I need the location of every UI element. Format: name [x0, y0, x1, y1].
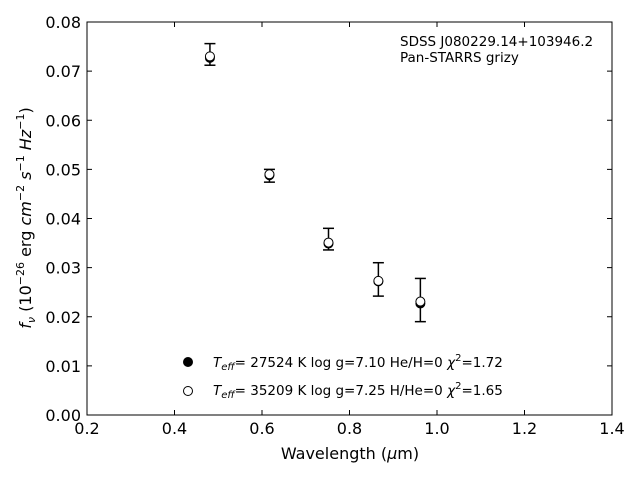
- x-tick-label: 1.4: [599, 419, 624, 438]
- y-tick-label: 0.08: [45, 13, 81, 32]
- y-tick-label: 0.05: [45, 160, 81, 179]
- x-tick-label: 1.2: [512, 419, 537, 438]
- model-point-open: [415, 296, 426, 307]
- y-tick-label: 0.00: [45, 406, 81, 425]
- y-tick-label: 0.07: [45, 62, 81, 81]
- x-axis-title: Wavelength (μm): [281, 444, 419, 463]
- y-tick-label: 0.01: [45, 357, 81, 376]
- axis-ticks: 0.2 0.4 0.6 0.8 1.0 1.2 1.4 0.00 0.01 0.02 0.03 0.0…: [45, 13, 624, 438]
- legend-marker-filled: [183, 357, 193, 367]
- y-tick-label: 0.03: [45, 259, 81, 278]
- x-tick-label: 1.0: [424, 419, 449, 438]
- y-tick-label: 0.02: [45, 308, 81, 327]
- x-tick-label: 0.2: [74, 419, 99, 438]
- y-tick-label: 0.04: [45, 210, 81, 229]
- legend-label-1: Teff= 27524 K log g=7.10 He/H=0 χ2=1.72: [213, 353, 503, 373]
- y-tick-label: 0.06: [45, 111, 81, 130]
- legend-label-2: Teff= 35209 K log g=7.25 H/He=0 χ2=1.65: [213, 381, 503, 401]
- model-point-open: [323, 237, 334, 248]
- y-axis-title: fν (10−26 erg cm−2 s−1 Hz−1): [14, 107, 38, 328]
- x-tick-label: 0.6: [249, 419, 274, 438]
- plot-area: [86, 21, 613, 416]
- data-marks: [204, 42, 426, 323]
- legend-marker-open: [183, 386, 193, 396]
- legend: Teff= 27524 K log g=7.10 He/H=0 χ2=1.72 …: [183, 353, 503, 401]
- x-tick-label: 0.8: [337, 419, 362, 438]
- annotation-line-1: SDSS J080229.14+103946.2: [400, 34, 593, 50]
- annotation-line-2: Pan-STARRS grizy: [400, 50, 519, 66]
- model-point-open: [264, 169, 275, 180]
- model-point-open: [373, 275, 384, 286]
- x-tick-label: 0.4: [162, 419, 187, 438]
- model-point-open: [204, 51, 215, 62]
